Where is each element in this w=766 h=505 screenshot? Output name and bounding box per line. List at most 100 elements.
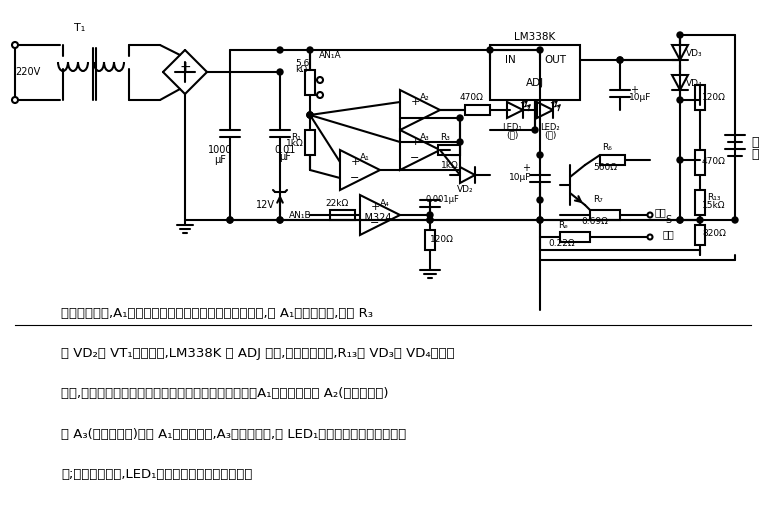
Circle shape xyxy=(12,42,18,48)
Circle shape xyxy=(427,217,433,223)
Bar xyxy=(600,155,625,165)
Text: 120Ω: 120Ω xyxy=(702,92,726,102)
Bar xyxy=(490,45,580,100)
Bar xyxy=(695,150,705,175)
Circle shape xyxy=(277,217,283,223)
Text: ADJ: ADJ xyxy=(526,78,544,88)
Circle shape xyxy=(427,217,433,223)
Text: LM324: LM324 xyxy=(358,213,391,223)
Circle shape xyxy=(647,234,653,239)
Text: 820Ω: 820Ω xyxy=(702,228,726,237)
Text: 0.69Ω: 0.69Ω xyxy=(581,218,608,227)
Circle shape xyxy=(677,32,683,38)
Text: 和 VD₂使 VT₁饱和导通,LM338K 的 ADJ 接地,输出电压较低,R₁₃和 VD₃及 VD₄作为轻: 和 VD₂使 VT₁饱和导通,LM338K 的 ADJ 接地,输出电压较低,R₁… xyxy=(61,347,455,360)
Text: A₄: A₄ xyxy=(380,198,390,208)
Text: LED₂: LED₂ xyxy=(540,124,560,132)
Circle shape xyxy=(277,47,283,53)
Text: VD₄: VD₄ xyxy=(686,78,702,87)
Circle shape xyxy=(677,217,683,223)
Bar xyxy=(305,130,315,155)
Circle shape xyxy=(277,217,283,223)
Text: Rₑ: Rₑ xyxy=(558,221,568,229)
Text: 当接通电源时,A₁的反相输入端电位总是低于同相输入端,则 A₁输出高电平,通过 R₃: 当接通电源时,A₁的反相输入端电位总是低于同相输入端,则 A₁输出高电平,通过 … xyxy=(61,307,373,320)
Text: A₁: A₁ xyxy=(360,154,370,163)
Text: 正常: 正常 xyxy=(654,207,666,217)
Circle shape xyxy=(307,112,313,118)
Text: 和 A₃(同相输入端)。因 A₁输出高电平,A₃输出高电平,则 LED₁发光以指示充电未开始状: 和 A₃(同相输入端)。因 A₁输出高电平,A₃输出高电平,则 LED₁发光以指… xyxy=(61,428,407,441)
Text: −: − xyxy=(370,218,380,228)
Circle shape xyxy=(617,57,623,63)
Text: 池: 池 xyxy=(751,148,759,162)
Text: 5.6: 5.6 xyxy=(295,59,309,68)
Text: +: + xyxy=(179,60,191,74)
Text: 220V: 220V xyxy=(15,67,41,77)
Text: −: − xyxy=(411,153,420,163)
Text: IN: IN xyxy=(505,55,516,65)
Text: 120Ω: 120Ω xyxy=(430,235,454,244)
Circle shape xyxy=(697,217,703,223)
Text: R₁₃: R₁₃ xyxy=(707,192,721,201)
Circle shape xyxy=(227,217,233,223)
Text: 10μF: 10μF xyxy=(509,174,531,182)
Text: R₆: R₆ xyxy=(602,143,612,153)
Circle shape xyxy=(677,157,683,163)
Text: LM338K: LM338K xyxy=(515,32,555,42)
Circle shape xyxy=(457,139,463,145)
Bar xyxy=(438,145,460,155)
Text: AN₁B: AN₁B xyxy=(289,211,311,220)
Circle shape xyxy=(12,97,18,103)
Text: −: − xyxy=(411,113,420,123)
Text: +: + xyxy=(630,85,638,95)
Circle shape xyxy=(307,47,313,53)
Text: 1kΩ: 1kΩ xyxy=(286,139,304,148)
Text: +: + xyxy=(522,163,530,173)
Circle shape xyxy=(307,112,313,118)
Circle shape xyxy=(487,47,493,53)
Text: −: − xyxy=(350,173,360,183)
Bar xyxy=(425,230,435,250)
Text: 0.001μF: 0.001μF xyxy=(425,195,459,205)
Text: 10μF: 10μF xyxy=(629,93,651,103)
Text: 1kΩ: 1kΩ xyxy=(441,161,459,170)
Circle shape xyxy=(537,197,543,203)
Circle shape xyxy=(677,97,683,103)
Circle shape xyxy=(227,217,233,223)
Bar xyxy=(330,210,355,220)
Text: R₁: R₁ xyxy=(291,132,301,141)
Text: 电: 电 xyxy=(751,136,759,149)
Circle shape xyxy=(537,152,543,158)
Text: LED₁: LED₁ xyxy=(502,124,522,132)
Text: T₁: T₁ xyxy=(74,23,86,33)
Text: VD₃: VD₃ xyxy=(686,48,702,58)
Circle shape xyxy=(537,217,543,223)
Bar xyxy=(695,85,705,110)
Text: 560Ω: 560Ω xyxy=(593,163,617,172)
Circle shape xyxy=(537,47,543,53)
Text: 快充: 快充 xyxy=(662,229,674,239)
Text: A₃: A₃ xyxy=(420,133,430,142)
Text: (绿): (绿) xyxy=(506,130,518,139)
Bar xyxy=(695,225,705,245)
Text: AN₁A: AN₁A xyxy=(319,50,342,60)
Text: R₇: R₇ xyxy=(593,195,603,205)
Bar xyxy=(695,190,705,215)
Text: 态;当充电结束时,LED₁再次发光以指示充电完成。: 态;当充电结束时,LED₁再次发光以指示充电完成。 xyxy=(61,468,253,481)
Bar xyxy=(452,145,460,155)
Circle shape xyxy=(677,217,683,223)
Text: VD₂: VD₂ xyxy=(457,185,473,194)
Circle shape xyxy=(317,92,323,98)
Text: +: + xyxy=(350,157,360,167)
Text: +: + xyxy=(411,97,420,107)
Text: 0.01: 0.01 xyxy=(274,145,296,155)
Circle shape xyxy=(537,217,543,223)
Text: 负载,这样设计的目的是接电池时不会发生火花与放电。A₁的输出还接到 A₂(反相输入端): 负载,这样设计的目的是接电池时不会发生火花与放电。A₁的输出还接到 A₂(反相输… xyxy=(61,387,389,400)
Circle shape xyxy=(427,212,433,218)
Text: +: + xyxy=(411,137,420,147)
Circle shape xyxy=(317,77,323,83)
Text: S: S xyxy=(665,215,671,225)
Circle shape xyxy=(617,57,623,63)
Bar xyxy=(560,232,590,242)
Text: 15kΩ: 15kΩ xyxy=(702,200,725,210)
Text: μF: μF xyxy=(214,155,226,165)
Text: μF: μF xyxy=(279,152,291,162)
